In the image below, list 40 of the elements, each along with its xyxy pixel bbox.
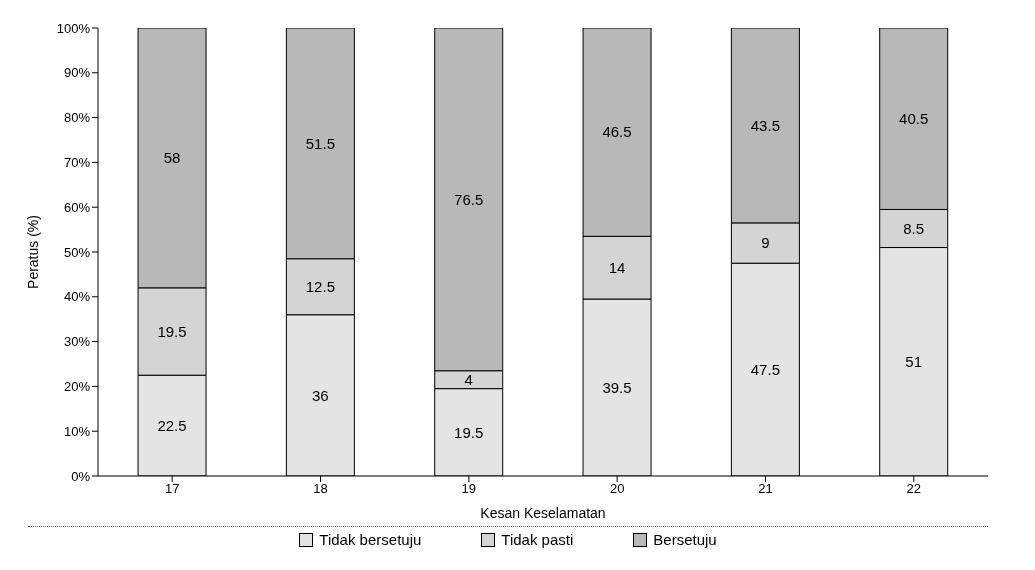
- y-tick-label: 60%: [63, 199, 91, 215]
- data-label: 19.5: [454, 423, 484, 441]
- x-tick-label: 18: [313, 481, 328, 497]
- legend-label: Tidak pasti: [501, 531, 574, 548]
- data-label: 51: [905, 353, 923, 371]
- legend-label: Tidak bersetuju: [319, 531, 422, 548]
- data-label: 14: [608, 259, 626, 277]
- data-label: 12.5: [305, 278, 335, 296]
- x-tick-label: 19: [461, 481, 477, 497]
- y-tick-label: 70%: [63, 155, 91, 171]
- y-tick-label: 40%: [63, 289, 91, 305]
- data-label: 47.5: [750, 360, 780, 378]
- x-tick-label: 22: [906, 481, 922, 497]
- x-tick-label: 20: [609, 481, 625, 497]
- data-label: 22.5: [157, 416, 187, 434]
- data-label: 43.5: [750, 116, 780, 134]
- y-axis-title: Peratus (%): [24, 215, 41, 289]
- data-label: 51.5: [305, 134, 335, 152]
- data-label: 46.5: [602, 123, 632, 141]
- y-tick-label: 90%: [63, 65, 91, 81]
- data-label: 36: [312, 386, 329, 404]
- x-tick-label: 17: [164, 481, 180, 497]
- y-tick-label: 30%: [63, 334, 91, 350]
- legend-label: Bersetuju: [653, 531, 717, 548]
- x-tick-label: 21: [758, 481, 773, 497]
- data-label: 76.5: [454, 190, 484, 208]
- y-tick-label: 100%: [56, 20, 91, 36]
- data-label: 40.5: [899, 110, 929, 128]
- y-tick-label: 0%: [71, 468, 91, 484]
- y-tick-label: 50%: [63, 244, 91, 260]
- y-tick-label: 10%: [63, 423, 91, 439]
- data-label: 39.5: [602, 378, 632, 396]
- data-label: 8.5: [903, 219, 925, 237]
- data-label: 9: [761, 234, 770, 252]
- x-axis-title: Kesan Keselamatan: [480, 505, 606, 521]
- data-label: 4: [464, 371, 473, 389]
- y-tick-label: 20%: [63, 379, 91, 395]
- y-tick-label: 80%: [63, 110, 91, 126]
- data-label: 19.5: [157, 322, 187, 340]
- data-label: 58: [163, 149, 181, 167]
